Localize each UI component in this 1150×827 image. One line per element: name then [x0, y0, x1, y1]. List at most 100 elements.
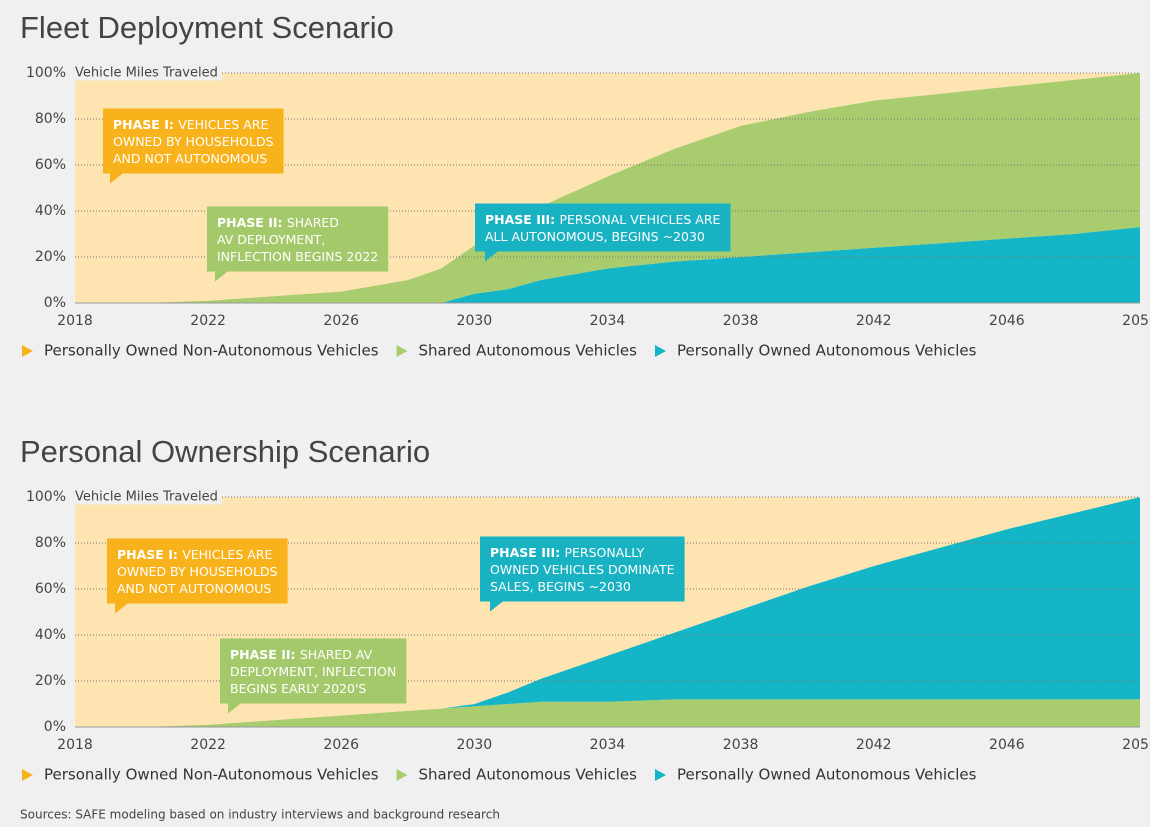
legend-label: Shared Autonomous Vehicles [419, 766, 638, 784]
x-tick-label: 2038 [723, 313, 759, 329]
callout-heading: PHASE III: [490, 545, 565, 560]
x-tick-label: 2030 [457, 737, 493, 753]
legend-label: Personally Owned Non-Autonomous Vehicles [44, 766, 379, 784]
legend-marker [654, 769, 666, 781]
callout-line: SHARED [287, 215, 339, 230]
legend-marker [22, 769, 33, 781]
callout-box [107, 538, 288, 604]
callout-line: AND NOT AUTONOMOUS [113, 151, 267, 166]
y-axis-label: Vehicle Miles Traveled [75, 490, 218, 505]
x-tick-label: 2046 [989, 313, 1025, 329]
callout-box [103, 108, 284, 174]
legend-label: Shared Autonomous Vehicles [419, 342, 638, 360]
x-tick-label: 2034 [590, 313, 626, 329]
area [75, 73, 1140, 303]
callout-pointer [490, 600, 504, 612]
callout-line: VEHICLES ARE [178, 117, 268, 132]
x-tick-label: 2022 [190, 313, 226, 329]
callout-box [480, 536, 685, 602]
y-tick-label: 20% [35, 673, 66, 689]
x-tick-label: 2026 [323, 737, 359, 753]
callout-box [220, 638, 407, 704]
callout-text: PHASE I: VEHICLES ARE OWNED BY HOUSEHOLDS… [117, 547, 278, 596]
callout-line: OWNED BY HOUSEHOLDS [117, 564, 278, 579]
area [75, 699, 1140, 727]
y-tick-label: 100% [26, 65, 66, 81]
y-tick-label: 40% [35, 203, 66, 219]
x-tick-label: 2022 [190, 737, 226, 753]
legend-marker [654, 345, 666, 357]
label-background [71, 489, 222, 505]
callout-line: AND NOT AUTONOMOUS [117, 581, 271, 596]
callout-text: PHASE II: SHARED AV DEPLOYMENT, INFLECTIO… [230, 647, 396, 696]
legend-label: Personally Owned Autonomous Vehicles [677, 766, 977, 784]
x-tick-label: 2042 [856, 737, 892, 753]
callout: PHASE III: PERSONAL VEHICLES ARE ALL AUTO… [475, 203, 731, 262]
legend-marker [22, 345, 33, 357]
y-tick-label: 80% [35, 535, 66, 551]
x-tick-label: 2018 [57, 737, 93, 753]
callout-pointer [110, 172, 124, 184]
callout-box [207, 206, 389, 272]
callout-heading: PHASE II: [230, 647, 300, 662]
callout: PHASE II: SHARED AV DEPLOYMENT, INFLECTION… [207, 206, 389, 282]
callout-heading: PHASE III: [485, 212, 560, 227]
callout: PHASE II: SHARED AV DEPLOYMENT, INFLECTIO… [220, 638, 407, 714]
callout-line: PERSONALLY [565, 545, 645, 560]
legend-marker [396, 345, 408, 357]
label-background [71, 65, 222, 81]
y-tick-label: 80% [35, 111, 66, 127]
y-tick-label: 0% [44, 295, 66, 311]
x-tick-label: 2034 [590, 737, 626, 753]
callout-pointer [115, 602, 129, 614]
y-tick-label: 20% [35, 249, 66, 265]
y-axis-label: Vehicle Miles Traveled [75, 66, 218, 81]
callout-pointer [485, 250, 499, 262]
chart-title: Personal Ownership Scenario [20, 434, 430, 469]
area [75, 497, 1140, 727]
callout-line: OWNED VEHICLES DOMINATE [490, 562, 675, 577]
callout: PHASE I: VEHICLES ARE OWNED BY HOUSEHOLDS… [103, 108, 284, 184]
callout-line: PERSONAL VEHICLES ARE [560, 212, 721, 227]
callout-line: VEHICLES ARE [182, 547, 272, 562]
callout-line: INFLECTION BEGINS 2022 [217, 249, 378, 264]
callout-text: PHASE I: VEHICLES ARE OWNED BY HOUSEHOLDS… [113, 117, 274, 166]
callout-heading: PHASE I: [113, 117, 178, 132]
y-tick-label: 40% [35, 627, 66, 643]
y-tick-label: 0% [44, 719, 66, 735]
callout-pointer [228, 702, 242, 714]
y-tick-label: 60% [35, 581, 66, 597]
callout-pointer [215, 270, 229, 282]
callout: PHASE III: PERSONALLY OWNED VEHICLES DOMI… [480, 536, 685, 612]
x-tick-label: 2018 [57, 313, 93, 329]
callout-text: PHASE II: SHARED AV DEPLOYMENT, INFLECTION… [217, 215, 378, 264]
callout-line: AV DEPLOYMENT, [217, 232, 325, 247]
legend-label: Personally Owned Non-Autonomous Vehicles [44, 342, 379, 360]
callout: PHASE I: VEHICLES ARE OWNED BY HOUSEHOLDS… [107, 538, 288, 614]
x-tick-label: 2026 [323, 313, 359, 329]
x-tick-label: 2042 [856, 313, 892, 329]
x-tick-label: 2030 [457, 313, 493, 329]
legend-marker [396, 769, 408, 781]
x-tick-label: 2050 [1122, 313, 1150, 329]
callout-text: PHASE III: PERSONAL VEHICLES ARE ALL AUTO… [485, 212, 721, 244]
chart-title: Fleet Deployment Scenario [20, 10, 394, 45]
callout-heading: PHASE I: [117, 547, 182, 562]
callout-line: DEPLOYMENT, INFLECTION [230, 664, 396, 679]
callout-line: ALL AUTONOMOUS, BEGINS ~2030 [485, 229, 705, 244]
callout-line: SHARED AV [300, 647, 373, 662]
x-tick-label: 2038 [723, 737, 759, 753]
source-note: Sources: SAFE modeling based on industry… [20, 808, 500, 822]
callout-heading: PHASE II: [217, 215, 287, 230]
y-tick-label: 100% [26, 489, 66, 505]
legend-label: Personally Owned Autonomous Vehicles [677, 342, 977, 360]
callout-box [475, 203, 731, 252]
y-tick-label: 60% [35, 157, 66, 173]
area [75, 227, 1140, 303]
callout-line: SALES, BEGINS ~2030 [490, 579, 631, 594]
callout-line: BEGINS EARLY 2020'S [230, 681, 366, 696]
callout-text: PHASE III: PERSONALLY OWNED VEHICLES DOMI… [490, 545, 675, 594]
x-tick-label: 2050 [1122, 737, 1150, 753]
x-tick-label: 2046 [989, 737, 1025, 753]
